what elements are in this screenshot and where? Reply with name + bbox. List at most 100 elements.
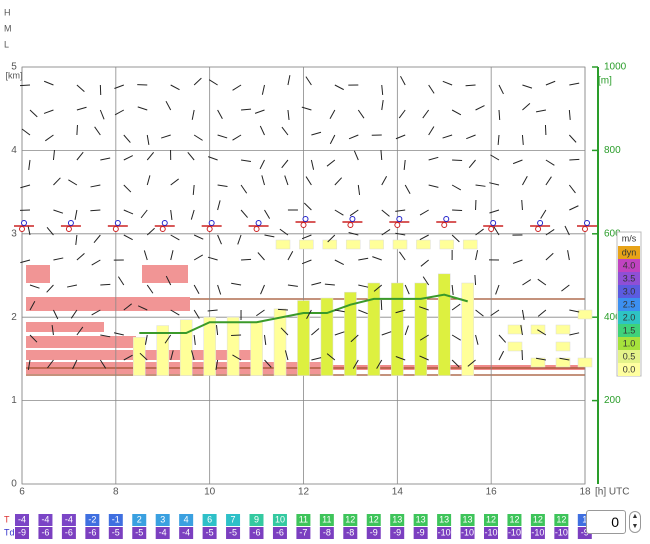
wind-barb — [191, 350, 195, 361]
wind-barb — [137, 106, 148, 111]
wind-barb — [215, 359, 219, 370]
wind-barb — [306, 309, 312, 319]
wind-barb — [46, 284, 54, 293]
thermal-bar — [320, 297, 334, 376]
wind-barb — [348, 232, 359, 236]
wind-barb — [190, 209, 195, 220]
temp-value: 12 — [556, 514, 566, 524]
dew-value: -6 — [65, 527, 73, 537]
wind-barb — [67, 284, 78, 288]
marker — [208, 220, 215, 226]
temp-cell — [507, 514, 522, 526]
wind-barb — [281, 126, 289, 136]
temp-value: 13 — [392, 514, 402, 524]
thermal-bar — [297, 300, 310, 376]
temp-value: -4 — [18, 514, 26, 524]
dew-cell — [108, 527, 123, 539]
wind-barb — [521, 309, 525, 320]
dew-value: -9 — [417, 527, 425, 537]
wind-barb — [217, 184, 228, 188]
wind-barb — [187, 151, 195, 161]
wind-barb — [70, 309, 78, 319]
cloud-block — [555, 324, 571, 335]
wind-barb — [303, 202, 312, 211]
wind-barb — [208, 79, 218, 86]
marker — [347, 222, 354, 228]
dew-cell — [202, 527, 217, 539]
temp-cell — [61, 514, 76, 526]
wind-barb — [358, 257, 369, 261]
thermal-bar — [133, 336, 146, 376]
wind-barb — [352, 359, 359, 369]
thermal-bar — [438, 273, 451, 376]
wind-barb — [29, 301, 36, 311]
wind-barb — [193, 254, 204, 261]
wind-barb — [522, 279, 532, 286]
wind-barb — [123, 303, 132, 311]
wind-barb — [28, 159, 31, 170]
dew-cell — [343, 527, 358, 539]
cloud-block — [462, 239, 478, 250]
wind-barb — [284, 175, 289, 186]
temp-cell — [272, 514, 287, 526]
thermal-bar — [179, 319, 193, 376]
wind-barb — [139, 352, 148, 361]
dew-value: -10 — [531, 527, 544, 537]
wind-barb — [192, 184, 195, 196]
wind-barb — [310, 159, 315, 170]
wind-barb — [100, 157, 111, 161]
wind-barb — [381, 84, 384, 96]
wind-barb — [281, 159, 289, 169]
dew-value: -9 — [581, 527, 589, 537]
legend-label: dyn — [622, 247, 637, 257]
cloud-block — [322, 239, 338, 250]
wind-barb — [403, 159, 406, 170]
temp-value: 13 — [439, 514, 449, 524]
temp-cell — [296, 514, 311, 526]
spinner-buttons[interactable]: ▲ ▼ — [629, 511, 641, 533]
wind-barb — [334, 84, 344, 91]
wind-barb — [170, 309, 180, 316]
wind-barb — [489, 209, 500, 214]
legend-label: 2.0 — [623, 312, 636, 322]
wind-barb — [287, 284, 298, 287]
wind-barb — [465, 84, 476, 87]
wind-barb — [240, 184, 248, 194]
thermal-bar — [367, 282, 381, 376]
dew-value: -7 — [299, 527, 307, 537]
wind-barb — [428, 126, 435, 136]
marker — [206, 226, 213, 232]
wind-barb — [123, 209, 134, 215]
dew-cell — [437, 527, 452, 539]
wind-barb — [522, 102, 531, 111]
wind-barb — [468, 159, 476, 169]
wind-barb — [398, 109, 406, 119]
offset-input[interactable]: 0 — [586, 510, 626, 534]
wind-barb — [123, 184, 132, 193]
temp-cell — [343, 514, 358, 526]
wind-barb — [51, 325, 54, 336]
wind-barb — [311, 328, 320, 336]
dew-cell — [132, 527, 147, 539]
dew-cell — [413, 527, 428, 539]
wind-barb — [53, 177, 61, 186]
temp-cell — [319, 514, 334, 526]
wind-barb — [287, 250, 294, 261]
dew-cell — [15, 527, 29, 539]
wind-barb — [99, 109, 105, 120]
marker — [394, 222, 401, 228]
wind-barb — [45, 134, 54, 142]
marker — [67, 220, 74, 226]
temp-cell — [484, 514, 498, 526]
wind-barb — [287, 75, 291, 86]
temp-value: 4 — [184, 514, 189, 524]
wind-barb — [334, 309, 345, 313]
thermal-bar — [461, 282, 474, 376]
wind-barb — [520, 325, 523, 336]
wind-barb — [358, 309, 368, 315]
wind-barb — [100, 334, 111, 338]
marker — [302, 216, 309, 222]
wind-barb — [381, 209, 390, 217]
wind-barb — [569, 205, 579, 211]
marker — [253, 226, 260, 232]
